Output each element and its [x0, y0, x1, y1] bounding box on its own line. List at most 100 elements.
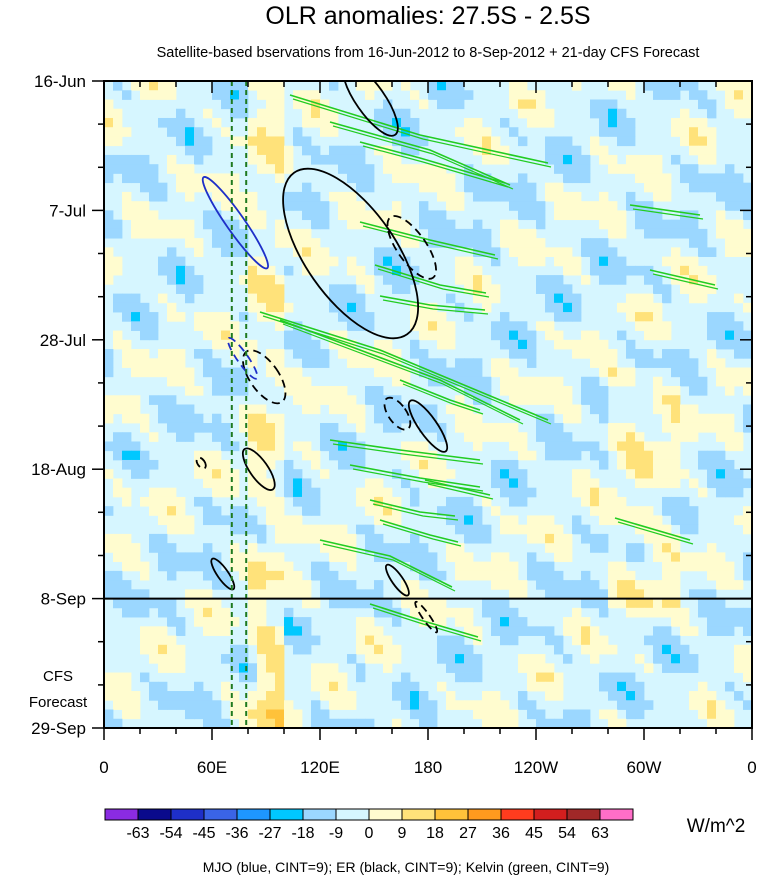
anomaly-cell: [446, 367, 456, 378]
anomaly-cell: [536, 654, 546, 664]
anomaly-cell: [374, 506, 384, 516]
anomaly-cell: [131, 589, 141, 599]
anomaly-cell: [662, 386, 672, 396]
anomaly-cell: [212, 718, 222, 728]
anomaly-cell: [473, 654, 483, 664]
anomaly-cell: [176, 496, 186, 507]
anomaly-cell: [698, 182, 708, 193]
anomaly-cell: [149, 228, 159, 239]
anomaly-cell: [455, 654, 465, 664]
anomaly-cell: [257, 691, 267, 701]
anomaly-cell: [275, 293, 285, 304]
anomaly-cell: [338, 589, 348, 599]
anomaly-cell: [734, 228, 744, 239]
anomaly-cell: [266, 672, 276, 683]
anomaly-cell: [491, 580, 501, 590]
anomaly-cell: [455, 496, 465, 507]
anomaly-cell: [329, 127, 339, 137]
anomaly-cell: [284, 626, 294, 636]
anomaly-cell: [275, 691, 285, 701]
anomaly-cell: [284, 580, 294, 590]
anomaly-cell: [329, 145, 339, 156]
anomaly-cell: [599, 201, 609, 211]
anomaly-cell: [635, 654, 645, 664]
anomaly-cell: [257, 580, 267, 590]
anomaly-cell: [572, 635, 582, 646]
anomaly-cell: [698, 154, 708, 165]
anomaly-cell: [626, 164, 636, 174]
anomaly-cell: [176, 275, 186, 285]
anomaly-cell: [644, 506, 654, 516]
anomaly-cell: [266, 654, 276, 664]
anomaly-cell: [302, 487, 312, 498]
anomaly-cell: [248, 145, 258, 156]
anomaly-cell: [617, 367, 627, 378]
anomaly-cell: [410, 173, 420, 184]
anomaly-cell: [131, 302, 141, 313]
anomaly-cell: [383, 154, 393, 165]
anomaly-cell: [527, 90, 537, 100]
anomaly-cell: [734, 367, 744, 378]
anomaly-cell: [275, 358, 285, 368]
anomaly-cell: [464, 515, 474, 526]
anomaly-cell: [338, 459, 348, 470]
anomaly-cell: [464, 496, 474, 507]
anomaly-cell: [671, 441, 681, 452]
anomaly-cell: [743, 506, 752, 516]
anomaly-cell: [554, 404, 564, 415]
anomaly-cell: [257, 524, 267, 535]
anomaly-cell: [491, 293, 501, 304]
anomaly-cell: [464, 533, 474, 544]
anomaly-cell: [203, 182, 213, 193]
anomaly-cell: [122, 598, 132, 609]
anomaly-cell: [554, 302, 564, 313]
anomaly-cell: [428, 321, 438, 331]
kelvin-contour: [402, 383, 484, 415]
anomaly-cell: [707, 358, 717, 368]
anomaly-cell: [230, 654, 240, 664]
anomaly-cell: [176, 626, 186, 636]
anomaly-cell: [707, 561, 717, 572]
anomaly-cell: [581, 598, 591, 609]
anomaly-cell: [365, 386, 375, 396]
anomaly-cell: [536, 386, 546, 396]
anomaly-cell: [617, 506, 627, 516]
anomaly-cell: [122, 607, 132, 618]
anomaly-cell: [455, 238, 465, 248]
anomaly-cell: [257, 108, 267, 119]
anomaly-cell: [716, 358, 726, 368]
anomaly-cell: [455, 543, 465, 553]
anomaly-cell: [419, 543, 429, 553]
anomaly-cell: [356, 663, 366, 673]
anomaly-cell: [500, 117, 510, 128]
anomaly-cell: [257, 700, 267, 710]
anomaly-cell: [473, 275, 483, 285]
anomaly-cell: [725, 219, 735, 230]
anomaly-cell: [446, 182, 456, 193]
anomaly-cell: [347, 164, 357, 174]
anomaly-cell: [653, 210, 663, 221]
anomaly-cell: [221, 173, 231, 184]
anomaly-cell: [563, 432, 573, 442]
anomaly-cell: [158, 90, 168, 100]
anomaly-cell: [707, 543, 717, 553]
anomaly-cell: [365, 284, 375, 294]
anomaly-cell: [104, 154, 114, 165]
anomaly-cell: [293, 487, 303, 498]
anomaly-cell: [653, 182, 663, 193]
kelvin-contour: [652, 273, 719, 290]
anomaly-cell: [266, 700, 276, 710]
anomaly-cell: [590, 589, 600, 599]
anomaly-cell: [158, 191, 168, 202]
anomaly-cell: [248, 700, 258, 710]
anomaly-cell: [257, 154, 267, 165]
anomaly-cell: [545, 524, 555, 535]
anomaly-cell: [167, 663, 177, 673]
anomaly-cell: [284, 330, 294, 341]
anomaly-cell: [338, 284, 348, 294]
anomaly-cell: [653, 219, 663, 230]
anomaly-cell: [500, 358, 510, 368]
anomaly-cell: [257, 404, 267, 415]
anomaly-cell: [707, 108, 717, 119]
